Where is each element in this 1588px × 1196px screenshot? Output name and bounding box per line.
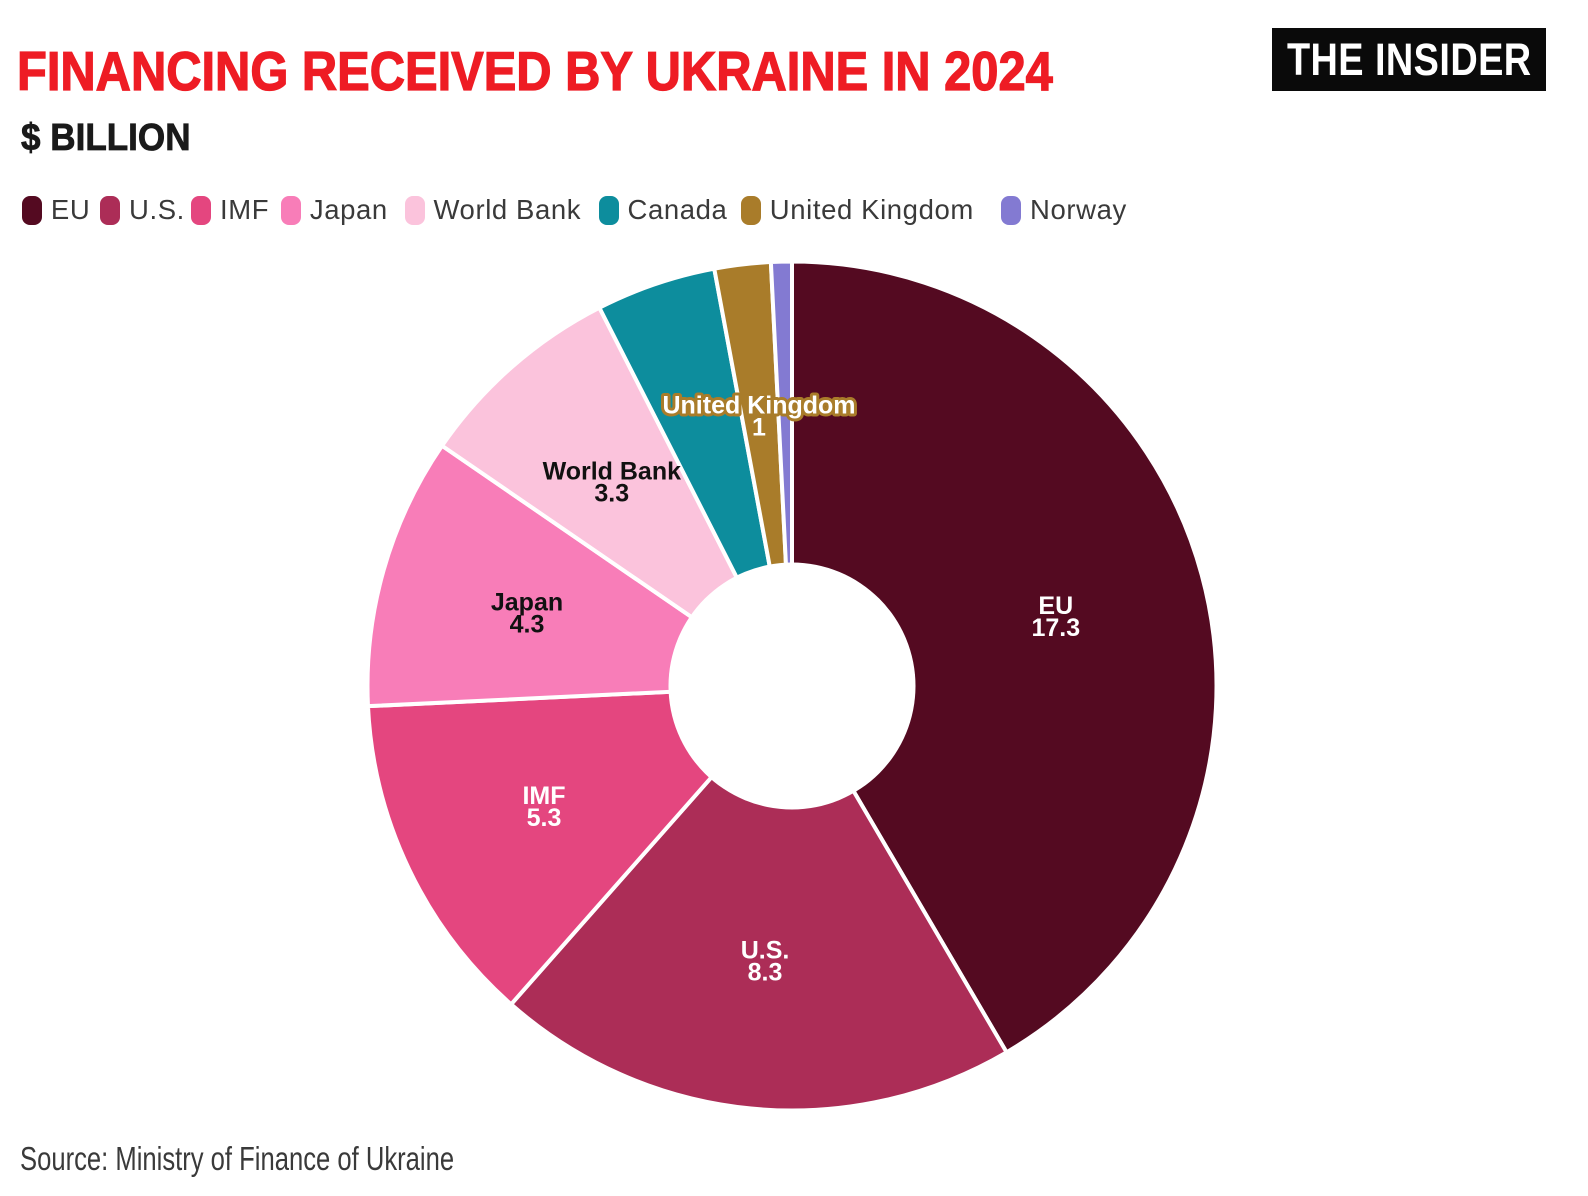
svg-text:U.S.8.3: U.S. 8.3 xyxy=(741,936,790,986)
